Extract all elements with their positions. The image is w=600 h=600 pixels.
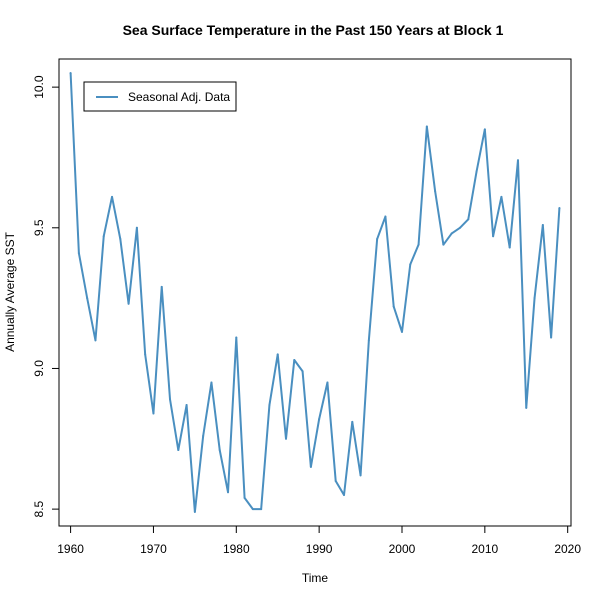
data-point: [359, 474, 362, 477]
legend: Seasonal Adj. Data: [83, 81, 237, 112]
data-point: [450, 232, 453, 235]
data-point: [276, 353, 279, 356]
data-point: [218, 449, 221, 452]
data-point: [260, 508, 263, 511]
data-point: [434, 190, 437, 193]
x-tick-label: 1980: [223, 542, 250, 556]
data-point: [160, 285, 163, 288]
data-point: [376, 238, 379, 241]
data-point: [152, 412, 155, 415]
x-tick-label: 1960: [57, 542, 84, 556]
data-point: [119, 238, 122, 241]
data-point: [550, 336, 553, 339]
data-point: [343, 494, 345, 497]
y-tick-label: 8.5: [32, 500, 46, 517]
data-point: [94, 339, 97, 342]
legend-label: Seasonal Adj. Data: [128, 90, 230, 104]
data-point: [326, 381, 329, 384]
data-point: [285, 437, 287, 440]
data-point: [301, 370, 304, 373]
data-point: [77, 252, 80, 255]
x-axis-label: Time: [302, 571, 329, 585]
x-tick-label: 2010: [471, 542, 498, 556]
data-point: [135, 226, 138, 229]
series-layer: [69, 72, 561, 513]
data-point: [492, 235, 495, 238]
data-point: [425, 125, 428, 128]
plot-frame: [58, 58, 572, 527]
x-tick-label: 2000: [389, 542, 416, 556]
y-tick-label: 9.0: [32, 360, 46, 377]
data-point: [69, 72, 72, 75]
data-point: [185, 404, 188, 407]
x-tick-label: 1990: [306, 542, 333, 556]
data-point: [392, 305, 395, 308]
data-point: [102, 235, 105, 238]
data-point: [525, 406, 528, 409]
data-point: [417, 243, 420, 246]
data-point: [111, 195, 114, 198]
data-point: [177, 449, 180, 452]
y-tick-label: 10.0: [32, 75, 46, 99]
data-point: [144, 353, 147, 356]
data-point: [334, 479, 337, 482]
data-point: [351, 420, 354, 423]
data-point: [243, 496, 246, 499]
y-axis-label: Annually Average SST: [3, 231, 17, 352]
data-point: [483, 128, 486, 131]
data-point: [309, 465, 312, 468]
data-point: [86, 297, 89, 300]
series-line: [69, 72, 561, 513]
data-point: [500, 195, 503, 198]
data-point: [169, 398, 172, 401]
data-point: [442, 243, 445, 246]
data-point: [508, 246, 511, 249]
chart-title: Sea Surface Temperature in the Past 150 …: [123, 22, 504, 38]
x-axis: 1960 1970 1980 1990 2000 2010 2020: [57, 525, 581, 556]
data-point: [193, 510, 196, 513]
y-tick-label: 9.5: [32, 219, 46, 236]
data-point: [251, 508, 254, 511]
y-axis: 8.5 9.0 9.5 10.0: [32, 75, 60, 517]
data-point: [400, 330, 403, 333]
data-point: [318, 418, 321, 421]
data-point: [541, 223, 544, 226]
data-point: [367, 339, 370, 342]
x-tick-label: 2020: [554, 542, 581, 556]
data-point: [558, 207, 561, 210]
data-point: [202, 434, 205, 437]
data-point: [127, 302, 130, 305]
data-point: [268, 404, 271, 407]
data-point: [533, 297, 536, 300]
data-point: [293, 359, 296, 362]
data-point: [475, 170, 478, 173]
data-point: [210, 381, 213, 384]
data-point: [409, 263, 412, 266]
data-point: [384, 215, 387, 218]
data-point: [235, 336, 238, 339]
data-point: [227, 491, 230, 494]
data-point: [516, 159, 519, 162]
data-point: [458, 226, 461, 229]
data-point: [467, 218, 470, 221]
x-tick-label: 1970: [140, 542, 167, 556]
